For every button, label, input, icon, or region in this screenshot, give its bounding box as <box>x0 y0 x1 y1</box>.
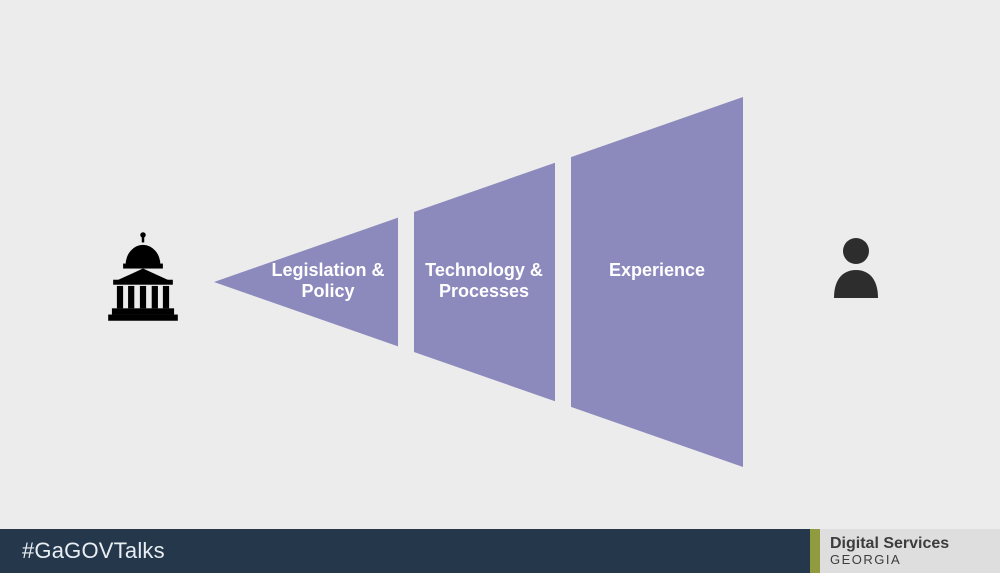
funnel-segment-experience <box>571 97 743 467</box>
slide-root: Legislation & Policy Technology & Proces… <box>0 0 1000 573</box>
funnel-segment-technology <box>414 163 555 402</box>
capitol-icon <box>103 230 183 322</box>
footer-logo: Digital Services GEORGIA <box>820 529 1000 573</box>
funnel-segment-legislation <box>214 218 398 347</box>
footer-bar: #GaGOVTalks Digital Services GEORGIA <box>0 529 1000 573</box>
footer-logo-line1: Digital Services <box>830 536 1000 553</box>
person-icon <box>830 236 882 298</box>
footer-accent-stripe <box>810 529 820 573</box>
footer-hashtag: #GaGOVTalks <box>0 529 810 573</box>
funnel-diagram: Legislation & Policy Technology & Proces… <box>0 0 1000 529</box>
footer-logo-line2: GEORGIA <box>830 553 1000 567</box>
